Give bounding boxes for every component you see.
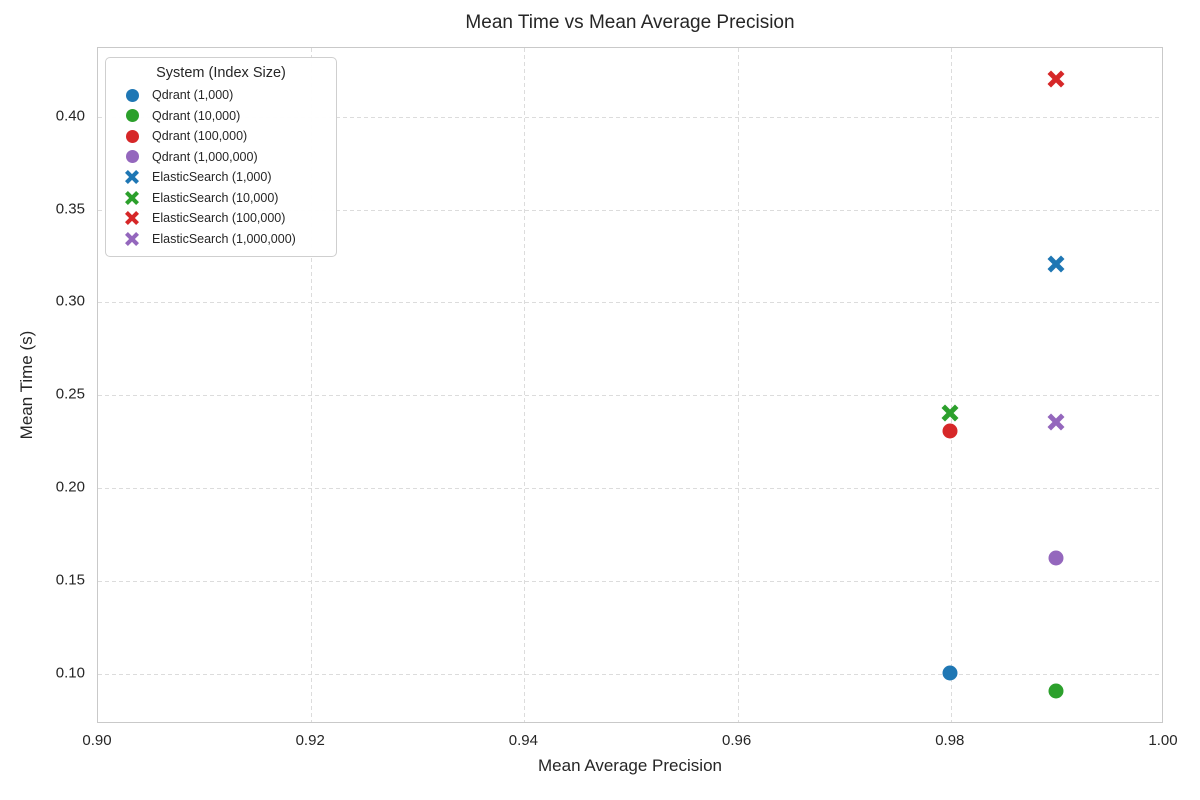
data-point-circle (942, 423, 958, 439)
gridline-vertical (311, 48, 313, 722)
data-point-circle (942, 665, 958, 681)
x-tick-label: 0.92 (295, 732, 325, 749)
data-point-x (1047, 255, 1065, 273)
gridline-vertical (737, 48, 739, 722)
gridline-horizontal (98, 302, 1162, 304)
legend-marker-x-icon (121, 211, 143, 226)
gridline-horizontal (98, 209, 1162, 211)
data-point-circle (1048, 683, 1064, 699)
legend-marker-circle-icon (121, 150, 143, 164)
legend-item: ElasticSearch (10,000) (114, 188, 328, 209)
chart-title: Mean Time vs Mean Average Precision (465, 12, 795, 33)
legend-item: Qdrant (1,000,000) (114, 147, 328, 168)
legend-items: Qdrant (1,000) Qdrant (10,000) Qdrant (100… (114, 85, 328, 249)
gridline-horizontal (98, 488, 1162, 490)
legend-item-label: Qdrant (1,000) (152, 88, 234, 103)
legend: System (Index Size) Qdrant (1,000) Qdrant… (105, 57, 337, 257)
x-tick-label: 0.94 (508, 732, 538, 749)
y-tick-label: 0.35 (55, 200, 85, 218)
y-tick-label: 0.15 (55, 571, 85, 589)
legend-title: System (Index Size) (156, 65, 286, 81)
legend-item: ElasticSearch (1,000,000) (114, 229, 328, 250)
legend-item: ElasticSearch (100,000) (114, 208, 328, 229)
gridline-horizontal (98, 116, 1162, 118)
y-tick-label: 0.40 (55, 107, 85, 125)
x-tick-label: 0.98 (935, 732, 965, 749)
legend-item-label: ElasticSearch (1,000,000) (152, 231, 296, 246)
data-point-x (941, 404, 959, 422)
legend-item: Qdrant (10,000) (114, 106, 328, 127)
legend-marker-x-icon (121, 231, 143, 246)
legend-marker-circle-icon (121, 88, 143, 102)
legend-item: Qdrant (1,000) (114, 85, 328, 106)
legend-marker-x-icon (121, 170, 143, 185)
legend-item: Qdrant (100,000) (114, 126, 328, 147)
data-point-x (1047, 70, 1065, 88)
data-point-circle (1048, 550, 1064, 566)
legend-item-label: ElasticSearch (1,000) (152, 170, 272, 185)
gridline-horizontal (98, 581, 1162, 582)
gridline-horizontal (98, 673, 1162, 675)
y-tick-label: 0.20 (55, 478, 85, 496)
legend-marker-circle-icon (121, 109, 143, 123)
legend-item-label: Qdrant (100,000) (152, 129, 248, 144)
legend-item-label: Qdrant (10,000) (152, 108, 241, 123)
gridline-vertical (524, 48, 526, 722)
legend-item: ElasticSearch (1,000) (114, 167, 328, 188)
y-tick-label: 0.25 (55, 385, 85, 403)
legend-marker-circle-icon (121, 129, 143, 143)
y-tick-label: 0.10 (55, 664, 85, 682)
x-tick-label: 0.96 (721, 732, 752, 749)
x-tick-label: 1.00 (1148, 732, 1178, 749)
legend-item-label: Qdrant (1,000,000) (152, 149, 258, 164)
data-point-x (1047, 413, 1065, 431)
gridline-vertical (950, 48, 952, 722)
legend-item-label: ElasticSearch (100,000) (152, 211, 286, 226)
legend-item-label: ElasticSearch (10,000) (152, 190, 279, 205)
y-tick-label: 0.30 (55, 292, 85, 310)
gridline-horizontal (98, 395, 1162, 397)
x-tick-label: 0.90 (82, 732, 112, 749)
legend-marker-x-icon (121, 190, 143, 205)
x-axis-label: Mean Average Precision (538, 756, 722, 775)
